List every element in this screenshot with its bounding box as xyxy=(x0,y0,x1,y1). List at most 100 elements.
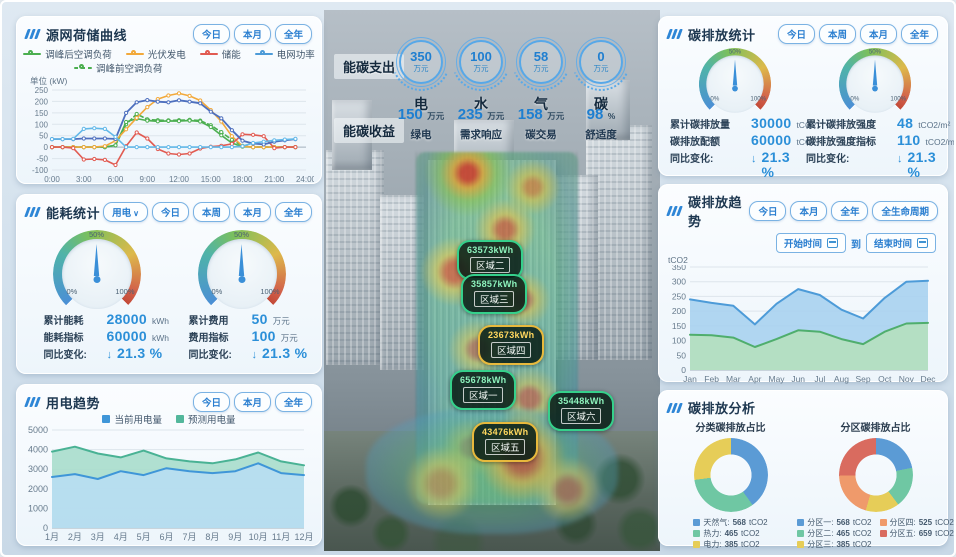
legend-swatch-icon xyxy=(797,530,805,537)
category-share-donut xyxy=(693,438,768,512)
year-button[interactable]: 全年 xyxy=(274,392,312,412)
legend-item[interactable]: 储能 xyxy=(199,47,241,61)
svg-text:200: 200 xyxy=(672,306,686,316)
legend-unit: tCO2 xyxy=(935,529,954,538)
stat-value: 60000 xyxy=(106,328,147,344)
svg-text:200: 200 xyxy=(35,97,49,106)
legend-item[interactable]: 当前用电量 xyxy=(102,412,162,426)
gauge-mid-label: 50% xyxy=(233,230,250,239)
region-label-3[interactable]: 35857kWh 区域三 xyxy=(461,274,528,314)
svg-text:5000: 5000 xyxy=(28,426,48,435)
income-value: 98 xyxy=(586,106,604,123)
stat-value: 110 xyxy=(897,132,921,148)
svg-text:18:00: 18:00 xyxy=(232,175,253,183)
month-button[interactable]: 本月 xyxy=(233,24,271,44)
region-label-6[interactable]: 35448kWh 区域六 xyxy=(548,391,615,431)
month-button[interactable]: 本月 xyxy=(233,392,271,412)
region-label-5[interactable]: 43476kWh 区域五 xyxy=(472,422,539,462)
zone-share-donut xyxy=(838,438,913,512)
legend-swatch-icon xyxy=(879,530,887,537)
panel-title: 源网荷储曲线 xyxy=(46,27,128,43)
month-button[interactable]: 本月 xyxy=(859,24,897,44)
income-name: 需求响应 xyxy=(460,129,502,141)
week-button[interactable]: 本周 xyxy=(818,24,856,44)
legend-item[interactable]: 光伏发电 xyxy=(125,47,186,61)
panel-icon xyxy=(666,402,683,413)
svg-text:12:00: 12:00 xyxy=(169,175,190,183)
month-button[interactable]: 本月 xyxy=(790,201,828,221)
energy-consumption-gauge: 50% 0% 100% xyxy=(52,230,141,318)
legend-item[interactable]: 调峰前空调负荷 xyxy=(74,61,163,75)
svg-text:0: 0 xyxy=(681,365,686,375)
legend-item[interactable]: 调峰后空调负荷 xyxy=(23,47,112,61)
expense-ring: 0 万元 xyxy=(576,37,626,87)
today-button[interactable]: 今日 xyxy=(151,202,189,222)
down-arrow-icon: ↓ xyxy=(897,153,903,165)
today-button[interactable]: 今日 xyxy=(192,24,230,44)
region-label-2[interactable]: 63573kWh 区域二 xyxy=(457,240,524,280)
year-button[interactable]: 全年 xyxy=(274,24,312,44)
svg-text:50: 50 xyxy=(39,132,48,141)
legend-value: 385 xyxy=(836,540,850,549)
line-marker-icon xyxy=(199,50,218,58)
legend-label: 当前用电量 xyxy=(114,415,162,426)
stat-unit: tCO2 xyxy=(796,137,817,147)
legend-item[interactable]: 预测用电量 xyxy=(176,412,236,426)
lifecycle-button[interactable]: 全生命周期 xyxy=(872,201,938,221)
income-row: 150 万元 绿电 235 万元 需求响应 158 万元 碳交易 98 % 舒适… xyxy=(392,106,630,142)
date-range-to-label: 到 xyxy=(850,239,861,251)
month-button[interactable]: 本月 xyxy=(233,202,271,222)
legend-label: 储能 xyxy=(221,50,241,61)
start-time-label: 开始时间 xyxy=(783,239,822,250)
svg-text:11月: 11月 xyxy=(272,532,290,542)
svg-text:300: 300 xyxy=(672,277,686,287)
expense-value: 350 xyxy=(410,49,432,64)
svg-text:6月: 6月 xyxy=(160,532,174,542)
today-button[interactable]: 今日 xyxy=(749,201,787,221)
gauge-max-label: 100% xyxy=(750,94,767,103)
city-aerial-photo: 能碳支出 350 万元 电 100 万元 水 58 万元 xyxy=(324,10,660,551)
energy-type-dropdown[interactable]: 用电 ∨ xyxy=(103,202,148,222)
building-block xyxy=(326,150,384,365)
week-button[interactable]: 本周 xyxy=(192,202,230,222)
expense-name: 气 xyxy=(534,96,548,112)
today-button[interactable]: 今日 xyxy=(192,392,230,412)
start-time-picker[interactable]: 开始时间 xyxy=(775,233,846,253)
legend-item[interactable]: 电网功率 xyxy=(254,47,315,61)
legend-unit: tCO2 xyxy=(852,540,872,549)
end-time-picker[interactable]: 结束时间 xyxy=(865,233,936,253)
income-item: 98 % 舒适度 xyxy=(572,106,630,142)
legend-label: 分区五 xyxy=(890,528,916,539)
year-button[interactable]: 全年 xyxy=(831,201,869,221)
year-button[interactable]: 全年 xyxy=(900,24,938,44)
expense-unit: 万元 xyxy=(533,64,549,73)
legend-swatch-icon xyxy=(797,541,805,548)
carbon-trend-chart: 0 50 100 150 200 250 300 350 Jan Feb Mar Apr May Jun J… xyxy=(658,262,948,390)
gauge-min-label: 0% xyxy=(211,287,223,296)
down-arrow-icon: ↓ xyxy=(751,153,757,165)
expense-ring: 58 万元 xyxy=(516,37,566,87)
line-marker-icon xyxy=(254,50,273,58)
region-name: 区域五 xyxy=(484,439,526,455)
stat-unit: tCO2/m² xyxy=(925,137,956,147)
dropdown-value: 用电 xyxy=(112,208,132,219)
gauge-min-label: 0% xyxy=(850,94,860,103)
svg-text:7月: 7月 xyxy=(182,532,196,542)
today-button[interactable]: 今日 xyxy=(777,24,815,44)
legend-swatch-icon xyxy=(693,541,701,548)
region-label-1[interactable]: 65678kWh 区域一 xyxy=(450,370,517,410)
gauge-min-label: 0% xyxy=(710,94,720,103)
year-button[interactable]: 全年 xyxy=(274,202,312,222)
legend-swatch-icon xyxy=(176,415,184,423)
region-label-4[interactable]: 23673kWh 区域四 xyxy=(478,325,545,365)
panel-icon xyxy=(666,29,683,39)
